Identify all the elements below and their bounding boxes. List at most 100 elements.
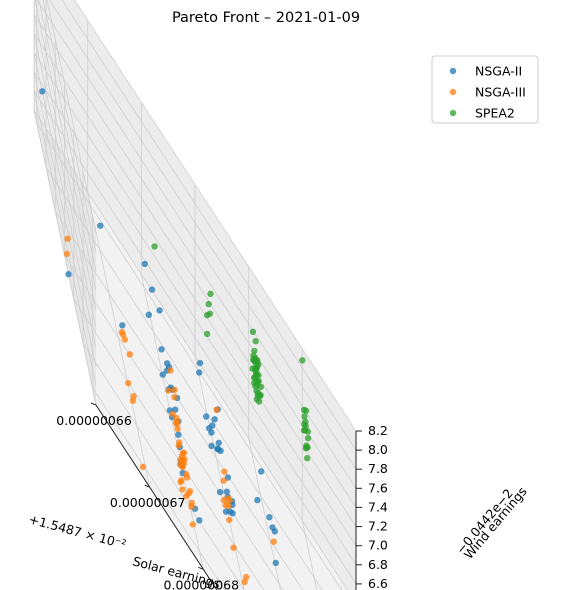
data-point [175, 431, 182, 438]
data-point [252, 338, 259, 345]
data-point [254, 496, 261, 504]
z-gridline [46, 0, 97, 234]
data-point [158, 346, 165, 353]
data-point [63, 250, 71, 258]
x-tick-label: 0.00000067 [110, 495, 186, 510]
z-tick-label: 7.2 [368, 519, 388, 534]
data-point [207, 290, 214, 297]
data-point [270, 538, 277, 545]
x-tick-mark [144, 484, 150, 488]
data-point [181, 456, 188, 463]
data-point [119, 322, 126, 329]
z-gridline [36, 0, 357, 489]
legend-marker [449, 109, 457, 117]
data-point [148, 286, 156, 293]
data-point [178, 477, 185, 484]
z-tick-label: 6.6 [368, 576, 388, 590]
legend-label: SPEA2 [475, 106, 515, 121]
data-point [225, 502, 232, 510]
data-point [183, 492, 190, 500]
data-point [196, 359, 204, 367]
x-offset-label: +1.5487 × 10⁻² [27, 511, 128, 551]
z-gridline [33, 90, 357, 585]
data-point [217, 447, 224, 454]
data-point [221, 468, 228, 475]
data-point [204, 312, 211, 319]
data-point [226, 497, 233, 504]
data-point [272, 559, 279, 567]
x-tick-label: 0.00000068 [164, 577, 240, 590]
data-point [266, 514, 273, 521]
data-point [189, 521, 197, 528]
z-gridline [34, 0, 97, 291]
x-tick-mark [90, 402, 97, 406]
data-point [184, 474, 191, 481]
data-point [156, 307, 163, 314]
data-point [241, 578, 248, 586]
data-point [205, 425, 213, 432]
data-points [39, 88, 312, 586]
legend-label: NSGA-III [475, 85, 526, 100]
data-point [258, 468, 265, 475]
z-gridline [33, 33, 97, 329]
data-point [249, 328, 257, 335]
x-gridline [248, 438, 281, 590]
data-point [65, 271, 72, 278]
data-point [226, 516, 233, 524]
data-point [230, 544, 237, 551]
z-tick-label: 8.2 [368, 423, 388, 438]
data-point [145, 311, 152, 318]
data-point [175, 442, 182, 449]
data-point [141, 260, 148, 268]
data-point [302, 418, 309, 425]
data-point [215, 439, 222, 447]
z-tick-label: 7.0 [368, 538, 388, 553]
z-tick-label: 8.0 [368, 442, 388, 457]
data-point [303, 444, 310, 451]
z-gridline [33, 52, 97, 348]
data-point [255, 361, 262, 368]
x-gridline [301, 520, 318, 590]
data-point [97, 222, 104, 229]
data-point [196, 369, 203, 376]
data-point [304, 435, 312, 442]
data-point [121, 336, 129, 343]
data-point [254, 389, 262, 396]
data-point [119, 331, 127, 338]
data-point [180, 449, 188, 457]
data-point [216, 488, 224, 496]
data-point [130, 393, 137, 400]
legend-label: NSGA-II [475, 64, 522, 79]
data-point [39, 88, 46, 95]
data-point [165, 387, 172, 394]
z-gridline [33, 52, 357, 546]
data-point [188, 503, 195, 510]
data-point [171, 393, 178, 401]
legend-marker [449, 88, 457, 96]
z-tick-label: 6.8 [368, 557, 388, 572]
series-spea2 [151, 243, 312, 462]
data-point [302, 407, 310, 414]
legend: NSGA-II NSGA-III SPEA2 [431, 55, 539, 124]
z-gridline [49, 0, 357, 470]
data-point [171, 386, 178, 393]
z-gridline [33, 71, 357, 566]
data-point [151, 243, 158, 250]
data-point [222, 508, 230, 515]
data-point [173, 420, 181, 427]
data-point [174, 425, 181, 432]
x-gridline [140, 274, 204, 570]
legend-box [431, 55, 539, 124]
data-point [299, 357, 306, 364]
data-point [139, 463, 147, 471]
z-tick-label: 7.4 [368, 499, 388, 514]
x-tick-mark [198, 566, 204, 570]
x-gridline [87, 192, 151, 488]
data-point [213, 406, 220, 414]
data-point [223, 488, 230, 495]
data-point [125, 379, 132, 387]
x-tick-label: 0.00000066 [56, 413, 132, 428]
data-point [304, 455, 311, 462]
data-point [203, 413, 210, 420]
